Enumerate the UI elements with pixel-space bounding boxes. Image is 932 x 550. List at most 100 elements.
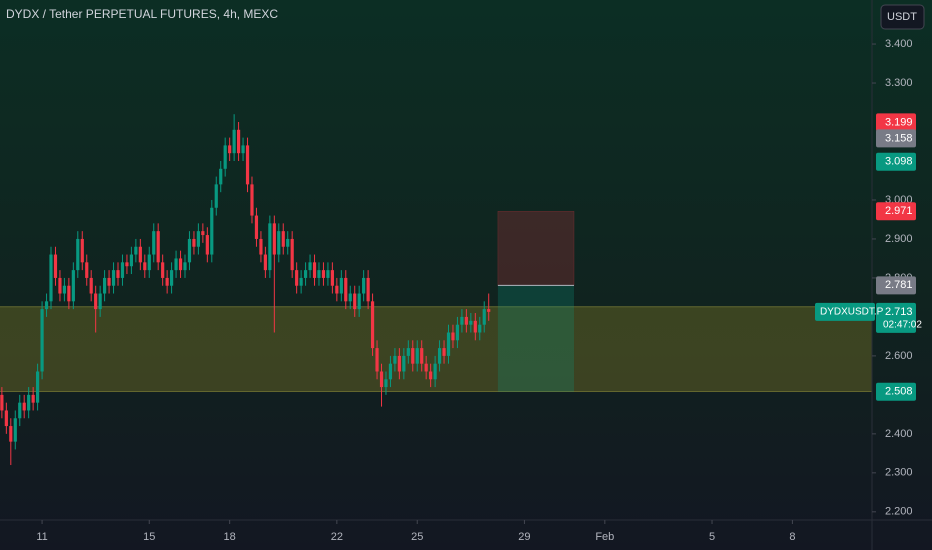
candle-body bbox=[250, 184, 254, 216]
candle-body bbox=[58, 277, 62, 294]
price-tag-label: 3.199 bbox=[885, 116, 913, 128]
candle-body bbox=[89, 277, 93, 294]
candle-body bbox=[344, 277, 348, 302]
candle-body bbox=[451, 332, 455, 341]
candle-body bbox=[85, 262, 89, 278]
candle-body bbox=[169, 270, 174, 286]
candle-body bbox=[437, 348, 442, 364]
candle-body bbox=[429, 371, 433, 380]
candle-body bbox=[134, 246, 138, 255]
x-tick-label: 29 bbox=[518, 531, 530, 543]
candle-body bbox=[397, 355, 401, 372]
x-tick-label: 25 bbox=[411, 531, 423, 543]
x-tick-label: Feb bbox=[595, 531, 614, 543]
candle-body bbox=[219, 168, 223, 185]
candle-body bbox=[272, 223, 276, 255]
candle-body bbox=[362, 277, 366, 294]
candle-body bbox=[393, 355, 397, 364]
x-tick-label: 22 bbox=[331, 531, 343, 543]
candle-body bbox=[446, 332, 451, 356]
candle-body bbox=[49, 254, 53, 302]
candle-body bbox=[366, 277, 370, 302]
x-tick-label: 18 bbox=[224, 531, 236, 543]
candle-body bbox=[478, 324, 482, 333]
price-tag-label: 3.098 bbox=[885, 156, 913, 168]
candle-body bbox=[161, 262, 165, 278]
price-tag bbox=[876, 382, 916, 401]
candle-body bbox=[129, 254, 133, 267]
candle-body bbox=[31, 394, 35, 403]
candle-body bbox=[268, 223, 272, 271]
candle-body bbox=[277, 231, 281, 255]
candle-body bbox=[254, 215, 259, 239]
target-zone bbox=[497, 285, 575, 392]
candle-body bbox=[303, 270, 308, 278]
candle-body bbox=[433, 363, 437, 380]
candle-body bbox=[40, 309, 44, 372]
countdown: 02:47:02 bbox=[883, 319, 922, 330]
candle-body bbox=[286, 238, 290, 247]
candle-body bbox=[321, 270, 326, 278]
candle-body bbox=[147, 254, 151, 271]
x-tick-label: 5 bbox=[709, 531, 715, 543]
candle-body bbox=[94, 293, 98, 310]
candle-body bbox=[290, 238, 294, 271]
candle-body bbox=[192, 238, 196, 247]
candle-body bbox=[62, 285, 66, 294]
candle-body bbox=[156, 231, 160, 263]
plot bbox=[0, 114, 872, 466]
candle-body bbox=[9, 426, 13, 442]
x-tick-label: 11 bbox=[36, 531, 47, 543]
price-tag-label: 2.971 bbox=[885, 205, 913, 217]
candle-body bbox=[388, 363, 393, 380]
candle-body bbox=[281, 231, 285, 247]
price-tag-label: 3.158 bbox=[885, 132, 913, 144]
candle-body bbox=[13, 418, 17, 442]
candle-body bbox=[335, 285, 339, 294]
candle-body bbox=[67, 285, 71, 302]
candle-body bbox=[460, 316, 464, 325]
price-tag bbox=[876, 152, 916, 171]
candle-body bbox=[98, 293, 102, 310]
candle-body bbox=[299, 277, 303, 286]
candle-body bbox=[312, 262, 317, 278]
candle-body bbox=[187, 238, 192, 263]
candle-body bbox=[424, 363, 428, 372]
candle-body bbox=[71, 270, 75, 302]
candle-body bbox=[53, 254, 58, 278]
candle-body bbox=[402, 355, 406, 372]
candle-body bbox=[469, 320, 473, 325]
candle-body bbox=[415, 348, 419, 364]
price-tag-label: 2.713 bbox=[885, 306, 913, 318]
x-tick-label: 15 bbox=[143, 531, 155, 543]
candle-body bbox=[384, 379, 388, 388]
currency-button[interactable] bbox=[880, 4, 925, 30]
price-tag bbox=[876, 302, 916, 333]
candle-body bbox=[143, 262, 147, 271]
candle-body bbox=[165, 277, 169, 286]
candle-body bbox=[353, 293, 357, 310]
candle-body bbox=[375, 348, 379, 372]
candle-body bbox=[22, 402, 26, 411]
candle-body bbox=[138, 246, 142, 263]
price-tag bbox=[876, 129, 916, 148]
y-tick-label: 2.900 bbox=[885, 233, 913, 245]
candle-body bbox=[125, 262, 129, 267]
candle-body bbox=[326, 270, 330, 278]
candle-body bbox=[317, 270, 321, 278]
candle-body bbox=[455, 324, 460, 341]
candle-body bbox=[152, 231, 156, 255]
candle-body bbox=[464, 316, 468, 325]
candle-body bbox=[357, 293, 361, 310]
price-tag bbox=[876, 202, 916, 221]
candle-body bbox=[120, 262, 125, 278]
candle-body bbox=[178, 258, 183, 271]
currency-label[interactable]: USDT bbox=[887, 11, 917, 23]
candle-body bbox=[183, 262, 187, 271]
candle-body bbox=[205, 235, 209, 255]
candle-body bbox=[27, 394, 31, 411]
y-tick-label: 2.300 bbox=[885, 467, 913, 479]
candle-body bbox=[442, 348, 446, 356]
